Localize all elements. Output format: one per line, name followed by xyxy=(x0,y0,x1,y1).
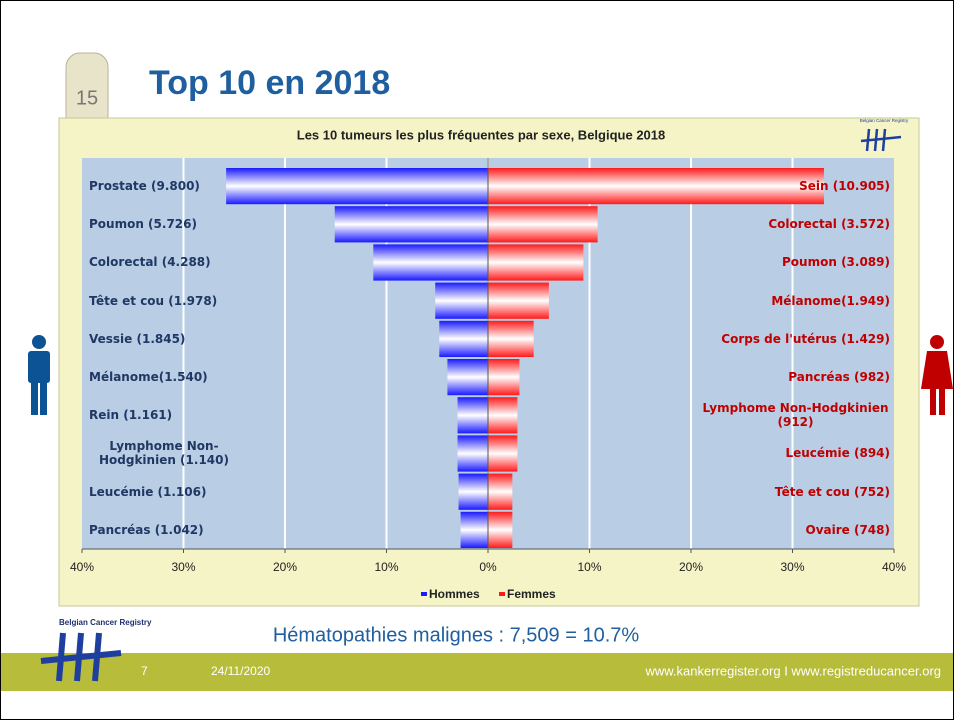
category-label-text: Poumon (3.089) xyxy=(782,255,890,269)
x-tick-label: 20% xyxy=(679,560,703,574)
x-tick-label: 40% xyxy=(70,560,94,574)
bar xyxy=(439,321,488,357)
legend-label: Hommes xyxy=(429,587,480,601)
category-label-text: Sein (10.905) xyxy=(799,179,890,193)
bar xyxy=(373,244,488,280)
category-label-text: Pancréas (982) xyxy=(788,370,890,384)
category-label-text: Corps de l'utérus (1.429) xyxy=(721,332,890,346)
category-label: Lymphome Non-Hodgkinien (912) xyxy=(701,396,890,434)
category-label-text: Leucémie (894) xyxy=(785,446,890,460)
category-label: Mélanome(1.540) xyxy=(89,358,239,396)
bar xyxy=(488,244,583,280)
legend-swatch xyxy=(499,592,505,596)
category-label-text: Mélanome(1.949) xyxy=(771,294,890,308)
category-label: Corps de l'utérus (1.429) xyxy=(701,320,890,358)
x-tick-label: 30% xyxy=(171,560,195,574)
bar xyxy=(435,283,488,319)
category-label: Poumon (3.089) xyxy=(701,243,890,281)
bar xyxy=(488,321,534,357)
category-label: Sein (10.905) xyxy=(701,167,890,205)
category-label: Poumon (5.726) xyxy=(89,205,239,243)
urls: www.kankerregister.org I www.registreduc… xyxy=(644,663,941,678)
legend-label: Femmes xyxy=(507,587,556,601)
category-label-text: Mélanome(1.540) xyxy=(89,370,208,384)
chart-title: Les 10 tumeurs les plus fréquentes par s… xyxy=(297,127,666,142)
category-label-text: Tête et cou (1.978) xyxy=(89,294,217,308)
category-label: Ovaire (748) xyxy=(701,511,890,549)
category-label-text: Pancréas (1.042) xyxy=(89,523,204,537)
date: 24/11/2020 xyxy=(211,664,270,678)
category-label-text: Vessie (1.845) xyxy=(89,332,185,346)
bar xyxy=(488,512,512,548)
category-label: Rein (1.161) xyxy=(89,396,239,434)
category-label: Lymphome Non-Hodgkinien (1.140) xyxy=(89,434,239,472)
bar xyxy=(458,397,488,433)
legend-swatch xyxy=(421,592,427,596)
category-label-text: Prostate (9.800) xyxy=(89,179,200,193)
bar xyxy=(461,512,488,548)
page-number: 7 xyxy=(141,664,148,678)
category-label-text: Leucémie (1.106) xyxy=(89,485,206,499)
category-label-text: Poumon (5.726) xyxy=(89,217,197,231)
woman-icon xyxy=(921,335,953,415)
bar xyxy=(447,359,488,395)
category-label: Vessie (1.845) xyxy=(89,320,239,358)
category-label-text: Tête et cou (752) xyxy=(775,485,890,499)
category-label: Mélanome(1.949) xyxy=(701,282,890,320)
bar xyxy=(335,206,488,242)
category-label-text: Ovaire (748) xyxy=(806,523,891,537)
category-label-text: Lymphome Non-Hodgkinien (912) xyxy=(701,401,890,429)
category-label-text: Colorectal (3.572) xyxy=(768,217,890,231)
bar xyxy=(488,474,512,510)
slide-title: Top 10 en 2018 xyxy=(149,64,390,102)
note: Hématopathies malignes : 7,509 = 10.7% xyxy=(273,624,640,646)
bar xyxy=(226,168,488,204)
bar xyxy=(488,397,517,433)
category-label: Tête et cou (752) xyxy=(701,473,890,511)
category-label: Tête et cou (1.978) xyxy=(89,282,239,320)
x-tick-label: 40% xyxy=(882,560,906,574)
category-label-text: Lymphome Non-Hodgkinien (1.140) xyxy=(89,439,239,467)
category-label-text: Colorectal (4.288) xyxy=(89,255,211,269)
bar xyxy=(488,283,549,319)
x-tick-label: 20% xyxy=(273,560,297,574)
x-tick-label: 30% xyxy=(780,560,804,574)
category-label: Leucémie (1.106) xyxy=(89,473,239,511)
category-label-text: Rein (1.161) xyxy=(89,408,172,422)
bar xyxy=(488,359,519,395)
bar xyxy=(458,435,488,471)
x-tick-label: 10% xyxy=(374,560,398,574)
x-tick-label: 0% xyxy=(479,560,497,574)
category-label: Pancréas (982) xyxy=(701,358,890,396)
slide: 15 Top 10 en 2018 Les 10 tumeurs les plu… xyxy=(0,0,954,720)
category-label: Prostate (9.800) xyxy=(89,167,239,205)
logo-text: Belgian Cancer Registry xyxy=(59,618,152,627)
category-label: Leucémie (894) xyxy=(701,434,890,472)
bar xyxy=(488,206,598,242)
category-label: Colorectal (3.572) xyxy=(701,205,890,243)
bar xyxy=(488,435,517,471)
category-label: Colorectal (4.288) xyxy=(89,243,239,281)
bar xyxy=(459,474,488,510)
category-label: Pancréas (1.042) xyxy=(89,511,239,549)
x-tick-label: 10% xyxy=(577,560,601,574)
milestone-number: 15 xyxy=(76,87,98,109)
chart-logo-text: Belgian Cancer Registry xyxy=(860,118,909,123)
man-icon xyxy=(28,335,50,415)
